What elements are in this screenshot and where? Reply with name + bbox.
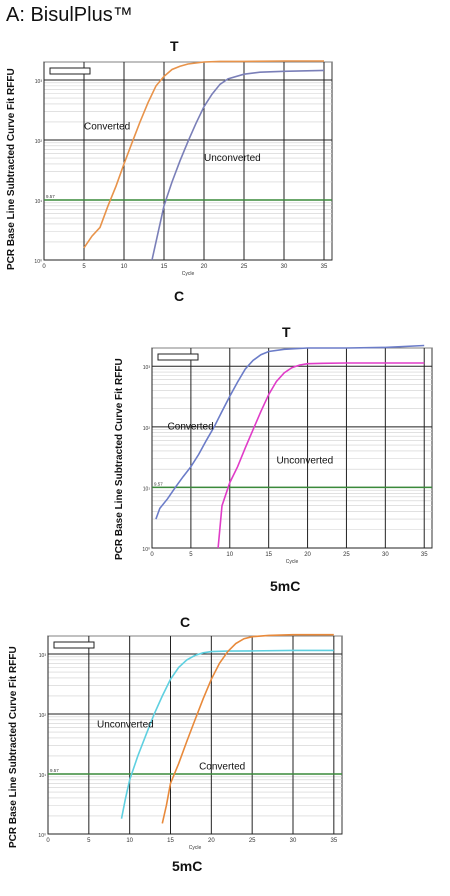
annotation-unconverted: Unconverted [204,153,261,164]
y-tick-label: 10² [143,426,151,432]
x-tick-label: 35 [421,552,428,558]
chart-2-ylabel: PCR Base Line Subtracted Curve Fit RFFU [114,358,125,560]
x-tick-label: 10 [121,264,128,270]
plot-frame [151,347,433,549]
chart-1-top-label: T [170,38,179,54]
x-tick-label: 0 [46,838,50,844]
chart-2-bottom-label: 5mC [270,578,301,594]
x-tick-label: 25 [241,264,248,270]
x-tick-label: 30 [382,552,389,558]
y-tick-label: 10³ [39,653,47,659]
chart-2-top-label: T [282,324,291,340]
series-line-unconverted [120,649,334,819]
x-tick-label: 25 [343,552,350,558]
x-tick-label: 0 [42,264,46,270]
x-tick-label: 35 [330,838,337,844]
x-tick-label: 5 [87,838,91,844]
y-tick-label: 10³ [143,365,151,371]
y-tick-label: 10¹ [35,199,43,205]
x-axis-label: Cycle [182,271,195,277]
chart-3-top-label: C [180,614,191,630]
y-tick-label: 10¹ [143,486,151,492]
chart-3-ylabel: PCR Base Line Subtracted Curve Fit RFFU [8,646,19,848]
x-tick-label: 35 [321,264,328,270]
x-tick-label: 0 [150,552,154,558]
x-tick-label: 25 [249,838,256,844]
chart-3-plot: 10⁰ 10¹ 10² 10³ 0 5 10 15 20 25 30 35 Cycle 9.57 Uncon… [38,633,343,851]
chart-3-bottom-label: 5mC [172,858,203,874]
legend-box [53,641,95,649]
y-tick-label: 10⁰ [34,259,42,265]
annotation-unconverted: Unconverted [276,455,333,466]
x-tick-label: 5 [189,552,193,558]
chart-1-plot: 10⁰ 10¹ 10² 10³ 0 5 10 15 20 25 30 35 Cycle 9.57 Conve… [34,60,333,277]
x-tick-label: 10 [126,838,133,844]
y-tick-label: 10² [35,139,43,145]
x-tick-label: 20 [208,838,215,844]
legend-box [49,67,91,75]
series-line-unconverted [217,362,425,549]
x-axis-label: Cycle [286,559,299,565]
series-line-unconverted [151,69,325,261]
chart-1-bottom-label: C [174,288,185,304]
chart-2-plot: 10⁰ 10¹ 10² 10³ 0 5 10 15 20 25 30 35 Cycle 9.57 Conve… [142,344,433,565]
x-tick-label: 20 [201,264,208,270]
legend-box [157,353,199,361]
y-tick-label: 10¹ [39,773,47,779]
annotation-converted: Converted [84,121,130,132]
annotation-converted: Converted [168,422,214,433]
series-line-converted [161,633,334,824]
x-tick-label: 30 [281,264,288,270]
threshold-label: 9.57 [50,768,59,773]
panel-title: A: BisulPlus™ [6,4,133,26]
chart-1-ylabel: PCR Base Line Subtracted Curve Fit RFFU [6,68,17,270]
y-tick-label: 10³ [35,79,43,85]
annotation-unconverted: Unconverted [97,719,154,730]
x-tick-label: 30 [290,838,297,844]
x-tick-label: 5 [82,264,86,270]
x-tick-label: 15 [167,838,174,844]
y-tick-label: 10⁰ [142,547,150,553]
x-tick-label: 15 [161,264,168,270]
series-line-converted [155,344,425,520]
y-tick-label: 10⁰ [38,833,46,839]
plot-frame [43,61,333,261]
x-tick-label: 15 [265,552,272,558]
x-tick-label: 10 [226,552,233,558]
annotation-converted: Converted [199,761,245,772]
threshold-label: 9.57 [46,194,55,199]
x-tick-label: 20 [304,552,311,558]
plot-frame [47,635,343,835]
y-tick-label: 10² [39,713,47,719]
series-line-converted [83,60,324,249]
threshold-label: 9.57 [154,481,163,486]
x-axis-label: Cycle [189,845,202,851]
